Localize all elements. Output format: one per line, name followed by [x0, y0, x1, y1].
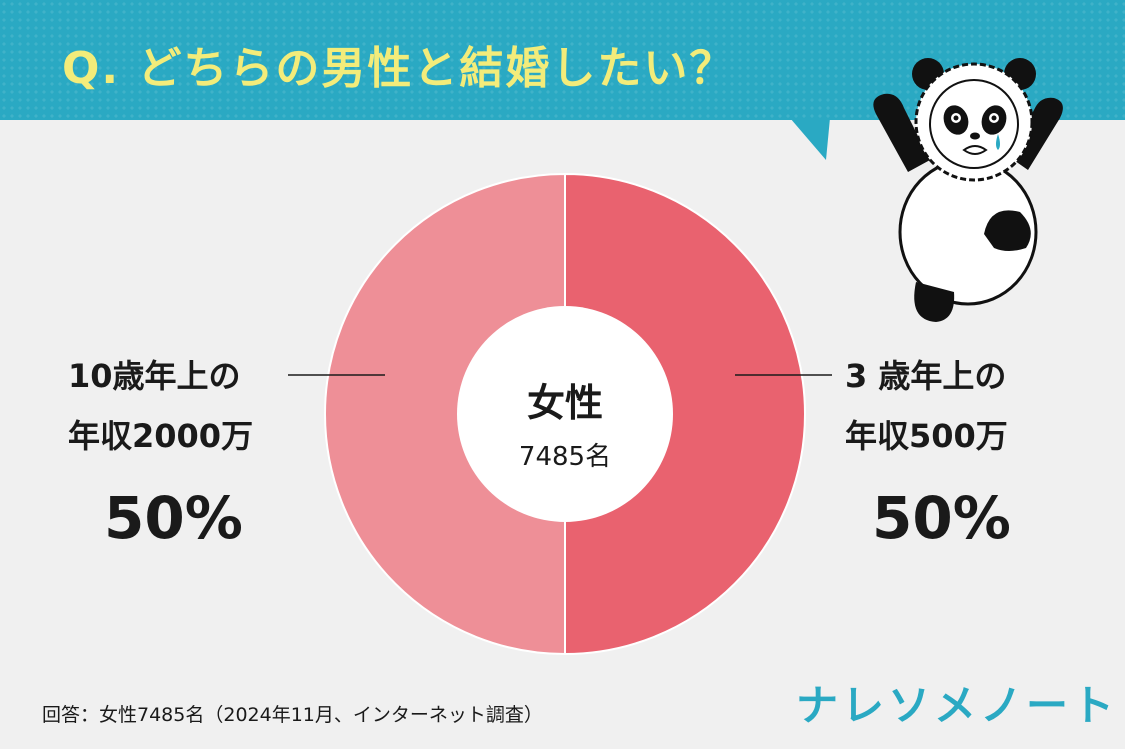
speech-bubble-tail	[790, 118, 830, 160]
donut-slice-0	[564, 172, 806, 656]
left-slice-percent: 50%	[104, 484, 243, 552]
donut-hole	[457, 306, 673, 522]
center-count: 7485名	[518, 442, 612, 472]
question-banner	[0, 0, 1125, 120]
right-slice-percent: 50%	[872, 484, 1011, 552]
panda-icon	[873, 58, 1063, 322]
left-slice-label-line1: 10歳年上の	[68, 357, 241, 395]
right-slice-label-line2: 年収500万	[845, 417, 1008, 455]
brand-logo: ナレソメノート	[796, 681, 1119, 730]
survey-footnote: 回答：女性7485名（2024年11月、インターネット調査）	[42, 704, 543, 726]
donut-slice-1	[324, 172, 566, 656]
left-slice-label-line2: 年収2000万	[68, 417, 254, 455]
center-title: 女性	[526, 381, 603, 425]
question-title: Q. どちらの男性と結婚したい？	[62, 43, 736, 94]
right-slice-label-line1: 3 歳年上の	[845, 357, 1007, 395]
